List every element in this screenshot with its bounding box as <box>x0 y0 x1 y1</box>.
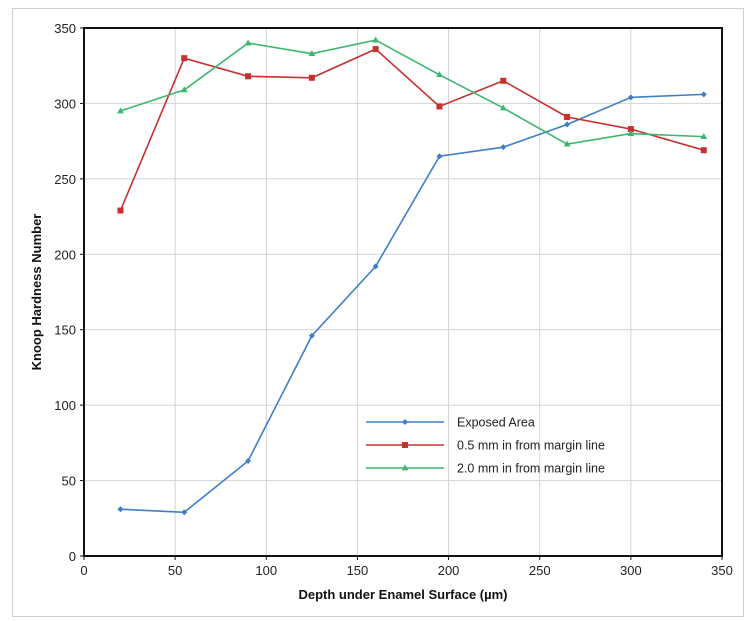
data-point <box>402 442 408 448</box>
data-point <box>564 121 571 128</box>
data-point <box>402 419 408 425</box>
y-axis-ticks: 0 50 100 150 200 250 300 350 <box>54 21 84 564</box>
x-tick-label: 350 <box>711 563 733 578</box>
series-line <box>120 39 704 145</box>
chart-frame <box>12 8 744 617</box>
legend-item: 0.5 mm in from margin line <box>366 439 605 453</box>
y-tick-label: 0 <box>69 549 76 564</box>
data-point <box>564 114 571 121</box>
data-point <box>372 46 379 53</box>
data-point <box>499 104 507 111</box>
data-point <box>372 36 380 43</box>
data-point <box>500 144 507 151</box>
legend-label: 0.5 mm in from margin line <box>457 439 605 453</box>
data-point <box>117 207 124 214</box>
y-tick-label: 250 <box>54 172 76 187</box>
x-tick-label: 200 <box>438 563 460 578</box>
series-line <box>120 93 704 514</box>
data-point <box>245 73 252 80</box>
data-point <box>563 140 571 147</box>
y-tick-label: 350 <box>54 21 76 36</box>
data-point <box>244 39 252 46</box>
data-point <box>308 50 316 57</box>
data-point <box>627 126 634 133</box>
grid-lines <box>84 28 722 556</box>
y-axis-label: Knoop Hardness Number <box>29 214 44 371</box>
data-point <box>500 77 507 84</box>
y-tick-label: 100 <box>54 398 76 413</box>
y-tick-label: 150 <box>54 323 76 338</box>
x-tick-label: 0 <box>80 563 87 578</box>
data-point <box>117 506 124 513</box>
legend: Exposed Area 0.5 mm in from margin line 2.… <box>366 416 605 476</box>
data-point <box>181 509 188 516</box>
data-point <box>436 153 443 160</box>
x-tick-label: 150 <box>347 563 369 578</box>
series-2 <box>117 46 707 214</box>
data-point <box>117 107 124 114</box>
y-tick-label: 200 <box>54 247 76 262</box>
y-tick-label: 300 <box>54 96 76 111</box>
data-point <box>627 130 635 136</box>
legend-item: 2.0 mm in from margin line <box>366 462 605 476</box>
data-point <box>436 103 443 110</box>
data-point <box>245 457 252 464</box>
data-point <box>181 55 188 62</box>
data-point <box>308 74 315 81</box>
x-tick-label: 250 <box>529 563 551 578</box>
plot-area-border <box>83 27 723 557</box>
data-point <box>700 91 707 98</box>
x-tick-label: 50 <box>168 563 182 578</box>
data-point <box>627 94 634 101</box>
data-point <box>372 263 379 270</box>
data-point <box>401 464 409 471</box>
data-point <box>700 133 708 140</box>
legend-label: 2.0 mm in from margin line <box>457 462 605 476</box>
data-point <box>436 71 443 78</box>
x-axis-ticks: 0 50 100 150 200 250 300 350 <box>80 556 733 578</box>
y-tick-label: 50 <box>62 474 76 489</box>
x-tick-label: 300 <box>620 563 642 578</box>
data-point <box>308 332 315 339</box>
data-point <box>180 86 188 93</box>
x-tick-label: 100 <box>255 563 277 578</box>
legend-item: Exposed Area <box>366 416 535 430</box>
data-point <box>700 147 707 154</box>
legend-label: Exposed Area <box>457 416 535 430</box>
series-1 <box>117 91 707 516</box>
series-3 <box>117 36 708 147</box>
series-layer <box>117 36 708 516</box>
x-axis-label: Depth under Enamel Surface (µm) <box>298 587 507 602</box>
